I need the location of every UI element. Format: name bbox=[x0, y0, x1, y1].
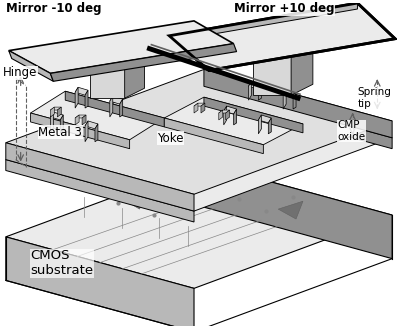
Polygon shape bbox=[248, 81, 261, 89]
Text: Metal 3: Metal 3 bbox=[38, 126, 82, 139]
Polygon shape bbox=[201, 103, 205, 113]
Polygon shape bbox=[90, 59, 125, 98]
Polygon shape bbox=[254, 40, 313, 51]
Polygon shape bbox=[125, 49, 144, 98]
Polygon shape bbox=[75, 87, 78, 108]
Polygon shape bbox=[120, 187, 150, 209]
Polygon shape bbox=[85, 90, 88, 108]
Polygon shape bbox=[85, 121, 88, 142]
Polygon shape bbox=[219, 110, 223, 120]
Polygon shape bbox=[224, 106, 227, 125]
Polygon shape bbox=[268, 118, 271, 134]
Polygon shape bbox=[194, 103, 205, 106]
Polygon shape bbox=[164, 118, 263, 154]
Polygon shape bbox=[283, 90, 286, 109]
Text: Hinge: Hinge bbox=[3, 67, 37, 79]
Polygon shape bbox=[204, 69, 392, 138]
Polygon shape bbox=[30, 91, 164, 140]
Polygon shape bbox=[75, 115, 86, 118]
Polygon shape bbox=[30, 113, 130, 149]
Polygon shape bbox=[204, 164, 392, 259]
Polygon shape bbox=[75, 87, 88, 95]
Text: CMP
oxide: CMP oxide bbox=[338, 120, 366, 142]
Polygon shape bbox=[258, 84, 261, 100]
Polygon shape bbox=[110, 96, 113, 117]
Polygon shape bbox=[199, 175, 229, 197]
Polygon shape bbox=[50, 107, 54, 117]
Polygon shape bbox=[50, 112, 63, 120]
Polygon shape bbox=[258, 115, 261, 134]
Polygon shape bbox=[283, 90, 296, 98]
Polygon shape bbox=[254, 51, 291, 95]
Text: Mirror -10 deg: Mirror -10 deg bbox=[6, 2, 101, 15]
Polygon shape bbox=[219, 110, 230, 113]
Polygon shape bbox=[164, 97, 303, 145]
Polygon shape bbox=[90, 49, 144, 59]
Polygon shape bbox=[65, 91, 164, 127]
Polygon shape bbox=[6, 143, 194, 211]
Polygon shape bbox=[82, 115, 86, 125]
Polygon shape bbox=[95, 124, 98, 142]
Polygon shape bbox=[6, 237, 194, 326]
Polygon shape bbox=[120, 99, 123, 117]
Polygon shape bbox=[169, 3, 395, 70]
Polygon shape bbox=[194, 103, 198, 113]
Polygon shape bbox=[258, 115, 271, 123]
Polygon shape bbox=[204, 97, 303, 133]
Polygon shape bbox=[9, 21, 234, 73]
Polygon shape bbox=[60, 115, 63, 133]
Polygon shape bbox=[50, 112, 53, 133]
Polygon shape bbox=[293, 93, 296, 109]
Polygon shape bbox=[6, 86, 392, 211]
Polygon shape bbox=[204, 86, 392, 149]
Polygon shape bbox=[6, 69, 392, 194]
Polygon shape bbox=[224, 106, 237, 114]
Polygon shape bbox=[57, 107, 61, 117]
Polygon shape bbox=[85, 121, 98, 129]
Polygon shape bbox=[234, 109, 237, 125]
Polygon shape bbox=[9, 51, 53, 81]
Polygon shape bbox=[248, 81, 252, 100]
Polygon shape bbox=[6, 160, 194, 222]
Polygon shape bbox=[50, 44, 237, 81]
Text: CMOS
substrate: CMOS substrate bbox=[30, 249, 94, 277]
Polygon shape bbox=[226, 110, 230, 120]
Text: Yoke: Yoke bbox=[157, 132, 184, 145]
Polygon shape bbox=[169, 3, 358, 42]
Text: Mirror +10 deg: Mirror +10 deg bbox=[234, 2, 334, 15]
Polygon shape bbox=[75, 115, 79, 125]
Polygon shape bbox=[278, 201, 303, 219]
Polygon shape bbox=[291, 40, 313, 95]
Polygon shape bbox=[6, 164, 392, 289]
Polygon shape bbox=[110, 96, 123, 104]
Polygon shape bbox=[50, 107, 61, 110]
Text: Spring
tip: Spring tip bbox=[358, 87, 391, 109]
